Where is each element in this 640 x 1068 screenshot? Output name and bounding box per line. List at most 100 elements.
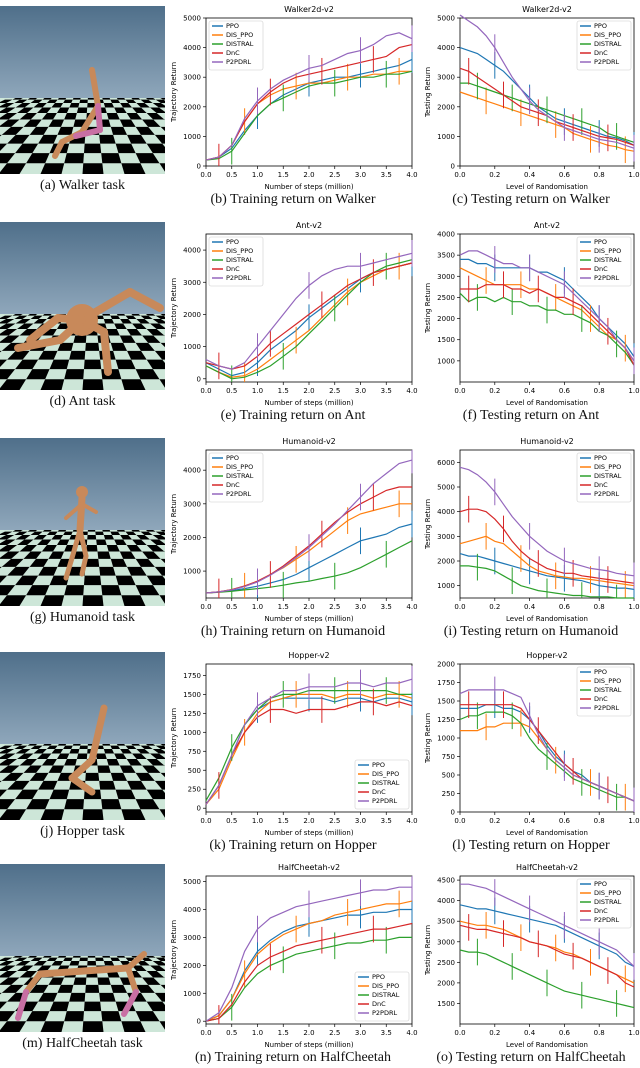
series-line-distral <box>205 540 413 594</box>
x-tick-label: 0.8 <box>594 171 605 179</box>
y-tick-label: 250 <box>188 786 201 794</box>
testing-chart: Hopper-v2 0.0 0.2 0.4 0.6 0.8 1.0 0 250 500 750 100… <box>424 651 640 837</box>
testing-caption: (f) Testing return on Ant <box>462 408 600 423</box>
x-axis-label: Number of steps (million) <box>264 829 353 837</box>
x-axis-label: Number of steps (million) <box>264 399 353 407</box>
legend-entry: DIS_PPO <box>594 31 621 39</box>
legend-entry: PPO <box>594 238 607 246</box>
y-tick-label: 750 <box>188 748 201 756</box>
y-tick-label: 2000 <box>183 534 201 542</box>
y-tick-label: 4000 <box>437 508 455 516</box>
legend-entry: DISTRAL <box>226 472 254 480</box>
x-tick-label: 3.0 <box>355 171 366 179</box>
y-tick-label: 1500 <box>437 1000 455 1008</box>
legend-entry: PPO <box>226 454 239 462</box>
x-tick-label: 0.8 <box>594 387 605 395</box>
x-tick-label: 4.0 <box>406 171 417 179</box>
x-tick-label: 0.6 <box>559 1029 571 1037</box>
legend-entry: DIS_PPO <box>594 247 621 255</box>
image-caption: (a) Walker task <box>40 178 125 193</box>
ant-scene-image <box>0 222 165 390</box>
series-line-distral <box>205 259 413 380</box>
legend-entry: DnC <box>594 695 608 703</box>
x-tick-label: 1.0 <box>252 171 263 179</box>
x-tick-label: 4.0 <box>406 387 417 395</box>
y-tick-label: 5000 <box>437 484 455 492</box>
y-tick-label: 250 <box>442 790 455 798</box>
x-tick-label: 0.5 <box>226 817 237 825</box>
humanoid-figure <box>63 486 98 581</box>
x-tick-label: 0.4 <box>524 171 536 179</box>
x-tick-label: 1.0 <box>252 817 263 825</box>
legend-entry: DnC <box>372 788 386 796</box>
y-tick-label: 3000 <box>437 273 455 281</box>
x-tick-label: 2.5 <box>329 603 340 611</box>
image-caption: (d) Ant task <box>49 394 116 409</box>
y-tick-label: 500 <box>188 767 201 775</box>
y-tick-label: 2000 <box>437 558 455 566</box>
legend-entry: P2PDRL <box>226 490 251 498</box>
walker-scene-image <box>0 6 165 174</box>
legend-entry: DIS_PPO <box>226 31 253 39</box>
y-tick-label: 2000 <box>437 315 455 323</box>
hopper-scene-image <box>0 652 165 820</box>
y-tick-label: 1000 <box>183 343 201 351</box>
x-tick-label: 2.0 <box>303 387 314 395</box>
x-tick-label: 3.5 <box>381 387 392 395</box>
x-tick-label: 3.0 <box>355 387 366 395</box>
y-tick-label: 2500 <box>437 294 455 302</box>
image-caption: (j) Hopper task <box>40 824 125 839</box>
y-tick-label: 1500 <box>437 336 455 344</box>
x-tick-label: 0.0 <box>454 817 465 825</box>
y-axis-label: Testing Return <box>424 713 432 764</box>
legend-entry: PPO <box>372 761 385 769</box>
chart-title: Ant-v2 <box>296 221 322 230</box>
legend-entry: DIS_PPO <box>372 770 399 778</box>
series-line-dis-ppo <box>205 262 413 378</box>
y-tick-label: 2000 <box>183 311 201 319</box>
series-line-dnc <box>205 701 413 805</box>
x-tick-label: 0.6 <box>559 817 571 825</box>
legend-entry: DnC <box>594 907 608 915</box>
x-tick-label: 0.8 <box>594 603 605 611</box>
legend-entry: P2PDRL <box>594 58 619 66</box>
hopper-figure <box>68 704 108 796</box>
x-tick-label: 1.5 <box>278 603 289 611</box>
series-line-dis-ppo <box>205 900 413 1022</box>
y-tick-label: 4000 <box>183 247 201 255</box>
testing-chart: Walker2d-v2 0.0 0.2 0.4 0.6 0.8 1.0 0 1000 2000 30… <box>424 5 640 191</box>
training-chart: HalfCheetah-v2 0.0 0.5 1.0 1.5 2.0 2.5 3.0 3.5 4.… <box>170 863 418 1049</box>
x-tick-label: 0.0 <box>200 171 211 179</box>
testing-caption: (i) Testing return on Humanoid <box>443 624 619 639</box>
legend-entry: DnC <box>226 481 240 489</box>
y-axis-label: Testing Return <box>424 499 432 550</box>
x-tick-label: 3.0 <box>355 817 366 825</box>
x-axis-label: Number of steps (million) <box>264 1041 353 1049</box>
x-tick-label: 2.5 <box>329 171 340 179</box>
y-tick-label: 3000 <box>437 938 455 946</box>
legend-entry: P2PDRL <box>372 1009 397 1017</box>
y-tick-label: 1750 <box>183 672 201 680</box>
legend-entry: DISTRAL <box>226 256 254 264</box>
training-chart: Ant-v2 0.0 0.5 1.0 1.5 2.0 2.5 3.0 3.5 4.0 0 1000 20… <box>170 221 418 407</box>
y-axis-label: Trajectory Return <box>170 62 178 123</box>
x-tick-label: 0.2 <box>489 171 500 179</box>
x-axis-label: Number of steps (million) <box>264 183 353 191</box>
y-tick-label: 4000 <box>437 231 455 239</box>
training-chart: Hopper-v2 0.0 0.5 1.0 1.5 2.0 2.5 3.0 3.5 4.0 0 250… <box>170 651 418 837</box>
x-tick-label: 0.4 <box>524 603 536 611</box>
y-tick-label: 2000 <box>437 103 455 111</box>
legend-entry: DISTRAL <box>594 898 622 906</box>
y-tick-label: 1000 <box>437 582 455 590</box>
x-tick-label: 4.0 <box>406 1029 417 1037</box>
training-chart: Walker2d-v2 0.0 0.5 1.0 1.5 2.0 2.5 3.0 3.5 4.0 0 1… <box>170 5 418 191</box>
y-tick-label: 1500 <box>183 691 201 699</box>
x-tick-label: 2.0 <box>303 603 314 611</box>
y-tick-label: 0 <box>451 809 455 817</box>
testing-caption: (o) Testing return on HalfCheetah <box>436 1050 626 1065</box>
y-axis-label: Trajectory Return <box>170 708 178 769</box>
y-tick-label: 2000 <box>183 103 201 111</box>
image-caption: (m) HalfCheetah task <box>22 1036 143 1051</box>
